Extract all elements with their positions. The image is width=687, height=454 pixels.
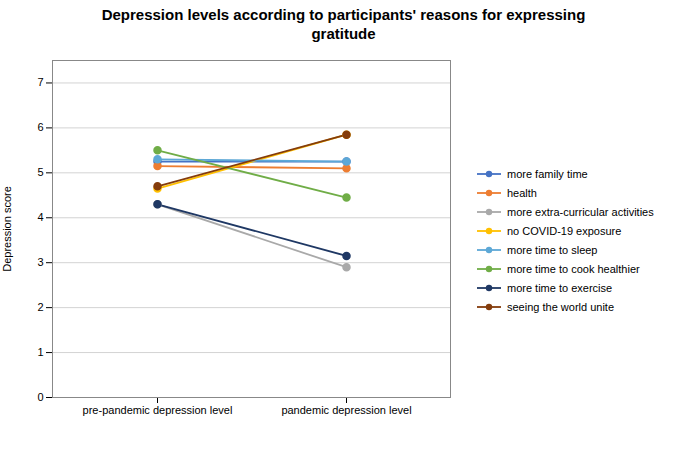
svg-text:7: 7 <box>37 76 43 88</box>
html-text:health: health <box>507 186 537 199</box>
svg-text:pre-pandemic depression level: pre-pandemic depression level <box>83 404 233 416</box>
html-text:no COVID-19 exposure: no COVID-19 exposure <box>507 224 622 237</box>
svg-text:2: 2 <box>37 301 43 313</box>
html-text:more time to sleep: more time to sleep <box>507 243 598 256</box>
svg-text:Depression score: Depression score <box>1 186 13 272</box>
html-text:more extra-curricular activiti: more extra-curricular activities <box>507 205 654 218</box>
svg-text:5: 5 <box>37 166 43 178</box>
svg-text:0: 0 <box>37 391 43 403</box>
svg-text:pandemic depression level: pandemic depression level <box>281 404 411 416</box>
svg-text:6: 6 <box>37 121 43 133</box>
html-text:Depression levels according to: Depression levels according to participa… <box>101 6 586 42</box>
html-text:more time to cook healthier: more time to cook healthier <box>507 262 640 275</box>
svg-text:1: 1 <box>37 346 43 358</box>
svg-text:3: 3 <box>37 256 43 268</box>
svg-text:4: 4 <box>37 211 43 223</box>
html-text:more time to exercise: more time to exercise <box>507 281 613 294</box>
html-text:more family time: more family time <box>507 167 588 180</box>
html-text:seeing the world unite: seeing the world unite <box>507 300 614 313</box>
